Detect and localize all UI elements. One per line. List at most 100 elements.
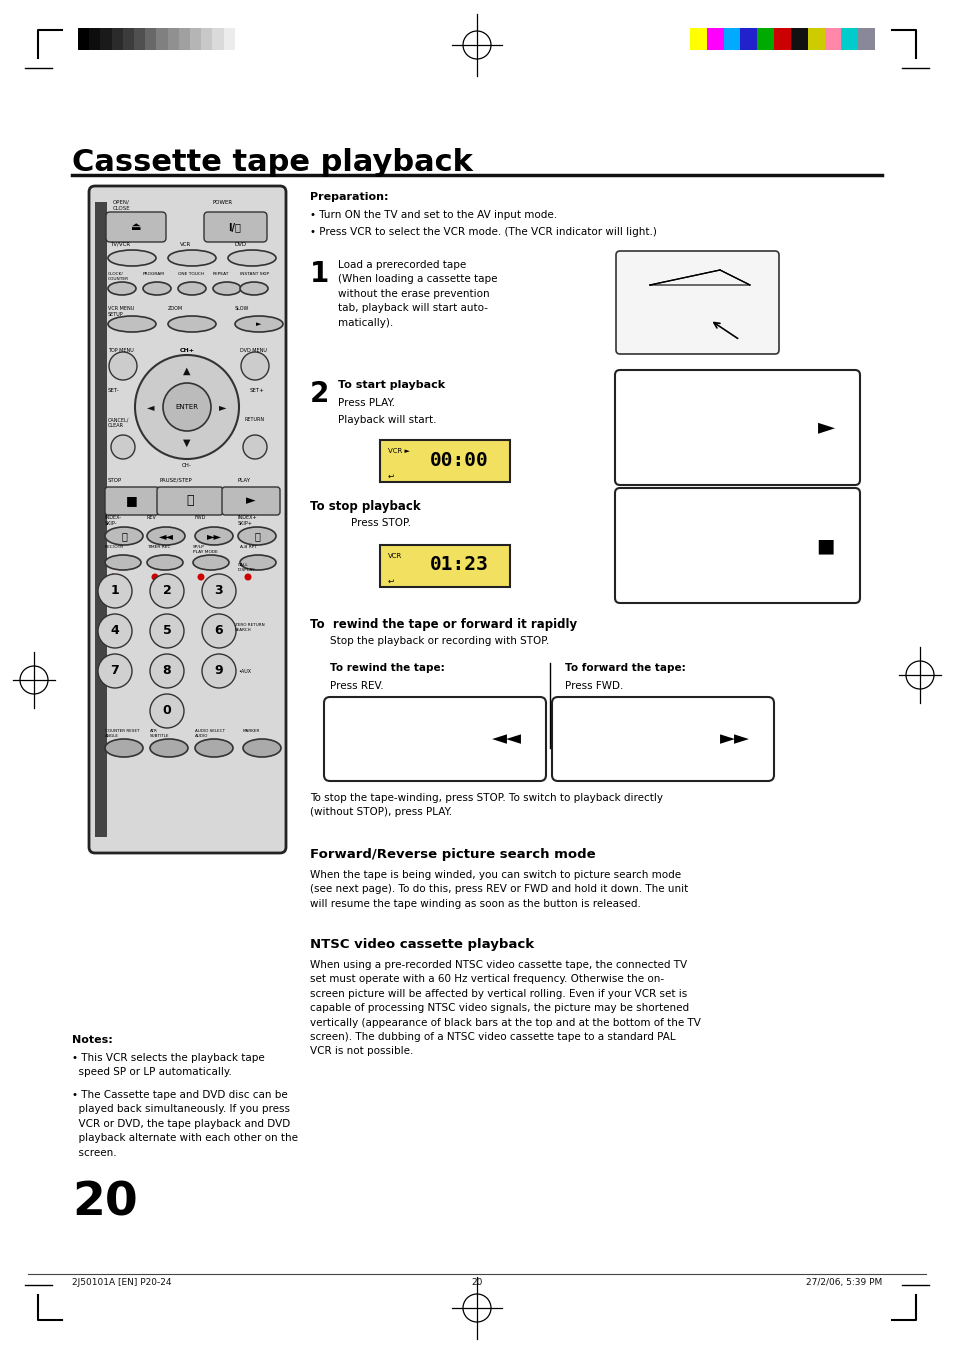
Bar	[823, 28, 841, 50]
Bar	[723, 28, 740, 50]
Text: 8: 8	[163, 665, 172, 677]
Text: ⧗: ⧗	[253, 531, 259, 540]
Ellipse shape	[108, 282, 136, 295]
Text: POWER: POWER	[213, 200, 233, 205]
Circle shape	[163, 382, 211, 431]
Text: CH-: CH-	[182, 463, 192, 467]
Text: ◄: ◄	[147, 403, 154, 412]
Bar	[807, 28, 823, 50]
Text: CANCEL/
CLEAR: CANCEL/ CLEAR	[108, 417, 130, 428]
Text: ⧖: ⧖	[121, 531, 127, 540]
Text: 2J50101A [EN] P20-24: 2J50101A [EN] P20-24	[71, 1278, 172, 1288]
Ellipse shape	[108, 250, 156, 266]
Text: 01:23: 01:23	[430, 555, 488, 574]
Text: CLOCK/
COUNTER: CLOCK/ COUNTER	[108, 272, 129, 281]
FancyBboxPatch shape	[105, 486, 159, 515]
Ellipse shape	[237, 527, 275, 544]
Ellipse shape	[240, 282, 268, 295]
Text: •AUX: •AUX	[237, 669, 251, 674]
Ellipse shape	[193, 555, 229, 570]
Text: ⏏: ⏏	[131, 222, 141, 232]
Circle shape	[135, 355, 239, 459]
Text: CH+: CH+	[179, 349, 194, 353]
Text: ZOOM: ZOOM	[168, 305, 183, 311]
Bar	[757, 28, 773, 50]
Text: When using a pre-recorded NTSC video cassette tape, the connected TV
set must op: When using a pre-recorded NTSC video cas…	[310, 961, 700, 1056]
Text: CLOSE: CLOSE	[112, 205, 131, 211]
Text: TIMER REC: TIMER REC	[147, 544, 171, 549]
Text: ENTER: ENTER	[175, 404, 198, 409]
Circle shape	[109, 353, 137, 380]
Circle shape	[150, 654, 184, 688]
Text: 7: 7	[111, 665, 119, 677]
Text: CALL
DISPLAY: CALL DISPLAY	[237, 563, 255, 571]
Bar	[178, 28, 190, 50]
Text: To rewind the tape:: To rewind the tape:	[330, 663, 444, 673]
FancyBboxPatch shape	[222, 486, 280, 515]
Text: REPEAT: REPEAT	[213, 272, 229, 276]
Text: • Turn ON the TV and set to the AV input mode.: • Turn ON the TV and set to the AV input…	[310, 209, 557, 220]
Ellipse shape	[234, 316, 283, 332]
Circle shape	[202, 654, 235, 688]
Text: TOP MENU: TOP MENU	[108, 349, 133, 353]
Text: 20: 20	[71, 1179, 137, 1225]
Text: TV/VCR: TV/VCR	[110, 242, 130, 247]
Text: ►: ►	[246, 494, 255, 508]
Text: INDEX+
SKIP+: INDEX+ SKIP+	[237, 515, 257, 526]
Text: ◄◄: ◄◄	[492, 730, 521, 748]
FancyBboxPatch shape	[157, 486, 223, 515]
Text: AUDIO SELECT
AUDIO: AUDIO SELECT AUDIO	[194, 730, 225, 738]
Text: ONE TOUCH: ONE TOUCH	[178, 272, 204, 276]
Text: To stop the tape-winding, press STOP. To switch to playback directly
(without ST: To stop the tape-winding, press STOP. To…	[310, 793, 662, 817]
Text: ►: ►	[219, 403, 227, 412]
Bar	[100, 28, 112, 50]
FancyBboxPatch shape	[616, 251, 779, 354]
Bar	[145, 28, 156, 50]
Ellipse shape	[105, 527, 143, 544]
Text: ATR
SUBTITLE: ATR SUBTITLE	[150, 730, 170, 738]
Ellipse shape	[168, 250, 215, 266]
Text: Forward/Reverse picture search mode: Forward/Reverse picture search mode	[310, 848, 595, 861]
Bar	[379, 544, 510, 586]
Text: Cassette tape playback: Cassette tape playback	[71, 149, 473, 177]
Ellipse shape	[240, 555, 275, 570]
Text: VCR: VCR	[180, 242, 191, 247]
Bar	[706, 28, 723, 50]
Text: DVD: DVD	[234, 242, 247, 247]
Ellipse shape	[178, 282, 206, 295]
Text: FWD: FWD	[194, 515, 206, 520]
Text: REV: REV	[147, 515, 156, 520]
Text: 2: 2	[310, 380, 329, 408]
Ellipse shape	[213, 282, 241, 295]
Ellipse shape	[150, 739, 188, 757]
Text: 1: 1	[310, 259, 329, 288]
Text: • The Cassette tape and DVD disc can be
  played back simultaneously. If you pre: • The Cassette tape and DVD disc can be …	[71, 1090, 297, 1158]
Text: Stop the playback or recording with STOP.: Stop the playback or recording with STOP…	[330, 636, 549, 646]
Circle shape	[150, 694, 184, 728]
FancyBboxPatch shape	[324, 697, 545, 781]
Text: ►►: ►►	[720, 730, 749, 748]
Text: PROGRAM: PROGRAM	[143, 272, 165, 276]
Text: To start playback: To start playback	[337, 380, 445, 390]
Circle shape	[244, 574, 252, 581]
Text: PAUSE/STEP: PAUSE/STEP	[160, 478, 193, 484]
Ellipse shape	[147, 555, 183, 570]
Text: INSTANT SKIP: INSTANT SKIP	[240, 272, 269, 276]
Text: REC/OTR: REC/OTR	[105, 544, 124, 549]
Bar	[379, 440, 510, 482]
Bar	[790, 28, 807, 50]
Text: A-B RPT: A-B RPT	[240, 544, 256, 549]
Bar	[689, 28, 706, 50]
Text: Notes:: Notes:	[71, 1035, 112, 1046]
Ellipse shape	[168, 316, 215, 332]
Text: Load a prerecorded tape
(When loading a cassette tape
without the erase preventi: Load a prerecorded tape (When loading a …	[337, 259, 497, 327]
Bar	[123, 28, 133, 50]
Text: To forward the tape:: To forward the tape:	[564, 663, 685, 673]
Text: Press PLAY.: Press PLAY.	[337, 399, 395, 408]
Bar	[112, 28, 123, 50]
Ellipse shape	[108, 316, 156, 332]
Text: MARKER: MARKER	[243, 730, 260, 734]
Text: 00:00: 00:00	[430, 450, 488, 470]
Text: ■: ■	[126, 494, 138, 508]
Text: Press FWD.: Press FWD.	[564, 681, 622, 690]
